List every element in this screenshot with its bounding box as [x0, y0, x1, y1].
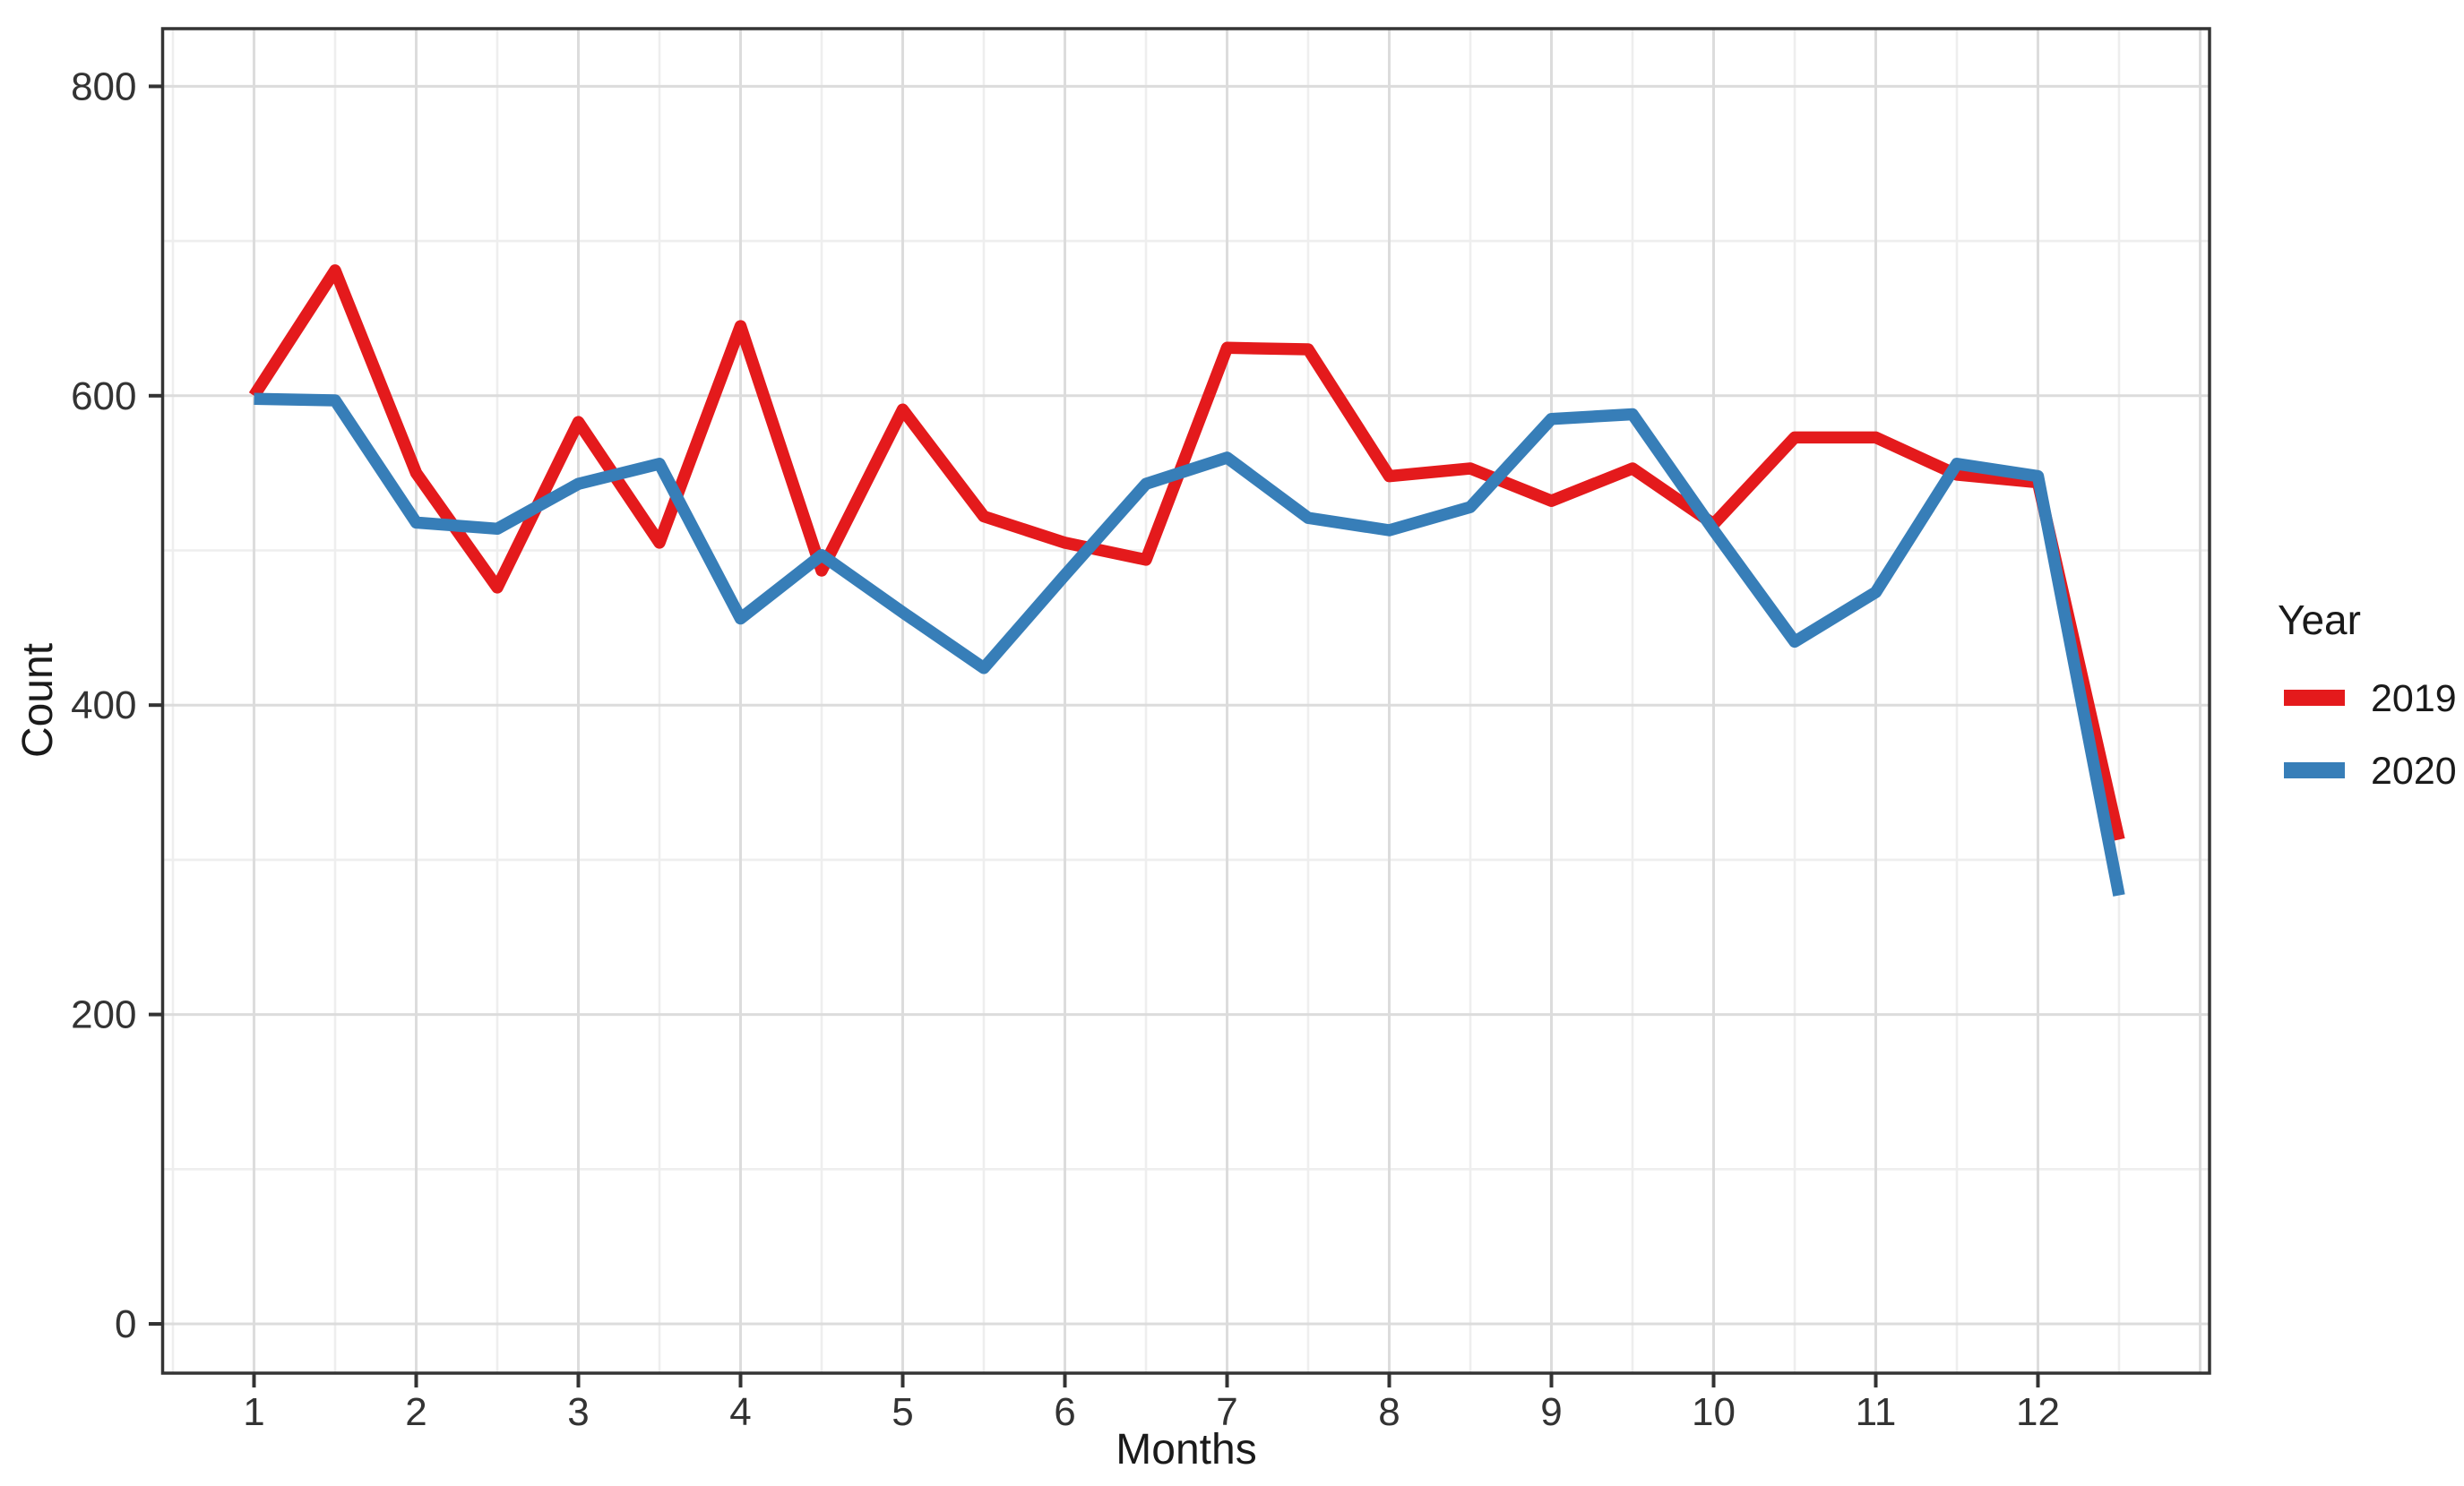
x-tick-label: 11 [1856, 1390, 1897, 1434]
x-tick-label: 4 [729, 1390, 751, 1434]
legend-label-2020: 2020 [2371, 750, 2457, 793]
panel-border [160, 27, 2211, 1375]
y-tick-label: 800 [71, 64, 136, 108]
axis-ticks [149, 84, 2040, 1387]
legend-label-2019: 2019 [2371, 677, 2457, 720]
x-tick-label: 12 [2016, 1390, 2060, 1434]
x-tick-label: 5 [892, 1390, 913, 1434]
major-gridlines [162, 29, 2210, 1373]
y-tick-label: 0 [115, 1302, 136, 1346]
x-tick-label: 2 [405, 1390, 426, 1434]
legend-title: Year [2278, 597, 2361, 643]
x-tick-label: 7 [1216, 1390, 1237, 1434]
y-tick-label: 400 [71, 683, 136, 727]
x-tick-labels: 1 2 3 4 5 6 7 8 9 10 11 12 [243, 1390, 2060, 1434]
y-axis-title: Count [14, 643, 62, 758]
x-tick-label: 8 [1378, 1390, 1400, 1434]
data-series [248, 264, 2125, 897]
plot-panel [162, 29, 2210, 1373]
x-tick-label: 1 [243, 1390, 264, 1434]
x-tick-label: 3 [567, 1390, 589, 1434]
x-axis-title: Months [1116, 1426, 1256, 1473]
y-tick-label: 600 [71, 374, 136, 418]
x-tick-label: 6 [1054, 1390, 1075, 1434]
y-tick-labels: 0 200 400 600 800 [71, 64, 136, 1346]
series-line-2019 [248, 264, 2125, 841]
minor-gridlines [162, 29, 2210, 1373]
x-tick-label: 9 [1540, 1390, 1562, 1434]
y-tick-label: 200 [71, 993, 136, 1037]
x-tick-label: 10 [1692, 1390, 1736, 1434]
series-line-2020 [254, 392, 2125, 897]
legend: Year 2019 2020 [2278, 597, 2457, 793]
